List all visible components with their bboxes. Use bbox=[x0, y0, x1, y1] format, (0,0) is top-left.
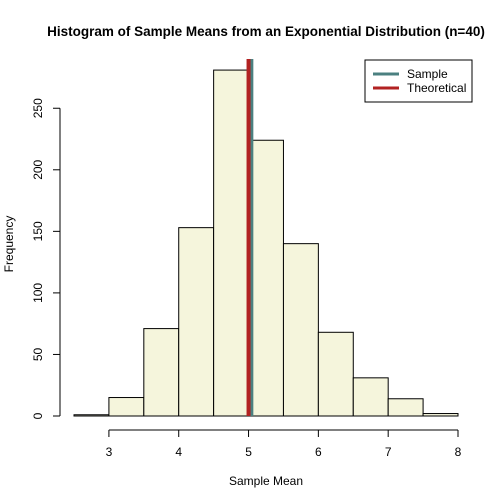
x-tick-label-7: 7 bbox=[385, 445, 392, 459]
y-tick-label-0: 0 bbox=[31, 412, 45, 419]
chart-title: Histogram of Sample Means from an Expone… bbox=[47, 24, 485, 39]
histogram-bar-9 bbox=[387, 398, 424, 417]
y-tick-label-250: 250 bbox=[31, 98, 45, 118]
histogram-bar-2 bbox=[143, 328, 180, 417]
y-tick-label-200: 200 bbox=[31, 159, 45, 179]
histogram-bar-5 bbox=[248, 139, 284, 417]
reference-lines-group bbox=[246, 59, 254, 416]
bars-group bbox=[73, 69, 459, 417]
x-tick-label-8: 8 bbox=[455, 445, 462, 459]
histogram-bar-3 bbox=[178, 227, 215, 417]
y-tick-label-100: 100 bbox=[31, 283, 45, 303]
x-tick-label-4: 4 bbox=[175, 445, 182, 459]
legend-label-theoretical: Theoretical bbox=[407, 81, 466, 95]
histogram-bar-1 bbox=[108, 397, 145, 417]
histogram-bar-0 bbox=[73, 414, 110, 417]
x-tick-label-3: 3 bbox=[106, 445, 113, 459]
y-tick-label-50: 50 bbox=[31, 347, 45, 361]
histogram-bar-6 bbox=[282, 243, 319, 417]
y-tick-label-150: 150 bbox=[31, 221, 45, 241]
legend-box bbox=[364, 59, 473, 103]
legend-label-sample: Sample bbox=[407, 67, 448, 81]
x-axis: 3 4 5 6 7 8 bbox=[106, 429, 462, 459]
histogram-bar-7 bbox=[317, 331, 354, 417]
histogram-bar-8 bbox=[352, 377, 389, 417]
y-axis-label: Frequency bbox=[2, 216, 16, 273]
y-axis: 0 50 100 150 200 250 bbox=[31, 98, 61, 419]
x-tick-label-6: 6 bbox=[315, 445, 322, 459]
histogram-bar-10 bbox=[422, 413, 459, 417]
x-tick-label-5: 5 bbox=[245, 445, 252, 459]
x-axis-label: Sample Mean bbox=[229, 474, 303, 488]
histogram-bar-4 bbox=[213, 69, 250, 417]
